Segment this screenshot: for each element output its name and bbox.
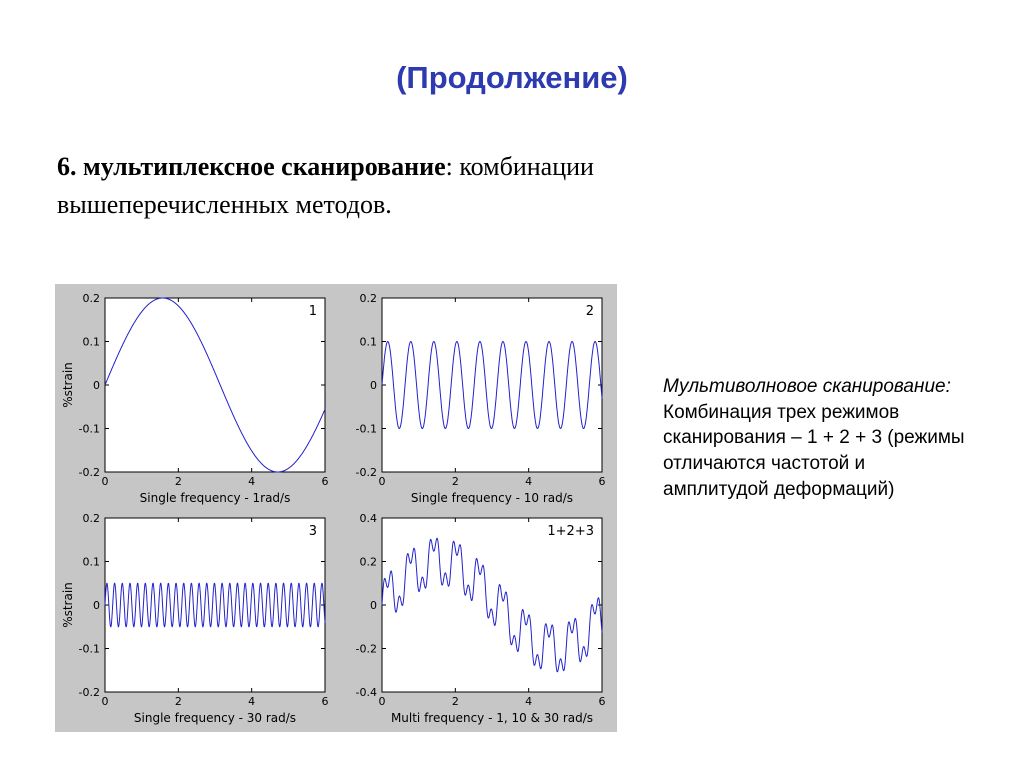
svg-text:0: 0 xyxy=(370,379,377,392)
svg-text:0.1: 0.1 xyxy=(360,336,378,349)
svg-text:-0.2: -0.2 xyxy=(356,643,377,656)
svg-text:0.2: 0.2 xyxy=(360,292,378,305)
svg-text:4: 4 xyxy=(248,695,255,708)
svg-text:0: 0 xyxy=(379,475,386,488)
svg-text:4: 4 xyxy=(248,475,255,488)
svg-text:0.2: 0.2 xyxy=(83,292,101,305)
svg-text:4: 4 xyxy=(525,475,532,488)
svg-text:Single frequency - 30 rad/s: Single frequency - 30 rad/s xyxy=(134,711,296,725)
svg-text:0: 0 xyxy=(93,379,100,392)
svg-text:2: 2 xyxy=(586,304,594,319)
svg-text:2: 2 xyxy=(175,695,182,708)
svg-text:0: 0 xyxy=(102,695,109,708)
svg-text:1+2+3: 1+2+3 xyxy=(547,524,594,539)
subplot-single-frequency-30: 0 2 4 6 -0.2 -0.1 0 0.1 0.2 3 Single frequency - 3… xyxy=(61,510,334,726)
svg-text:6: 6 xyxy=(322,695,329,708)
body-paragraph: 6. мультиплексное сканирование: комбинац… xyxy=(57,148,787,223)
annotation-block: Мультиволновое сканирование: Комбинация … xyxy=(663,374,975,502)
svg-text:-0.1: -0.1 xyxy=(79,643,100,656)
body-paragraph-rest: : комбинации вышеперечисленных методов. xyxy=(57,152,594,219)
svg-text:6: 6 xyxy=(599,695,606,708)
svg-text:Single frequency - 10 rad/s: Single frequency - 10 rad/s xyxy=(411,491,573,505)
svg-text:0.1: 0.1 xyxy=(83,556,101,569)
body-paragraph-bold: 6. мультиплексное сканирование xyxy=(57,152,446,181)
svg-text:0.4: 0.4 xyxy=(360,512,378,525)
svg-text:-0.2: -0.2 xyxy=(79,686,100,699)
subplot-single-frequency-1: 0 2 4 6 -0.2 -0.1 0 0.1 0.2 1 Single frequency - 1… xyxy=(61,290,334,506)
svg-text:-0.1: -0.1 xyxy=(356,423,377,436)
svg-text:-0.2: -0.2 xyxy=(79,466,100,479)
subplot-multi-frequency: 0 2 4 6 -0.4 -0.2 0 0.2 0.4 1+2+3 Multi frequency … xyxy=(338,510,611,726)
svg-text:0.1: 0.1 xyxy=(83,336,101,349)
svg-text:Single frequency - 1rad/s: Single frequency - 1rad/s xyxy=(140,491,291,505)
svg-text:6: 6 xyxy=(599,475,606,488)
svg-text:0: 0 xyxy=(379,695,386,708)
svg-text:Multi frequency - 1, 10 & 30 r: Multi frequency - 1, 10 & 30 rad/s xyxy=(391,711,593,725)
svg-text:1: 1 xyxy=(309,304,317,319)
svg-text:0.2: 0.2 xyxy=(360,556,378,569)
svg-text:-0.2: -0.2 xyxy=(356,466,377,479)
svg-text:2: 2 xyxy=(452,475,459,488)
svg-text:%strain: %strain xyxy=(61,582,75,628)
svg-text:-0.1: -0.1 xyxy=(79,423,100,436)
annotation-body: Комбинация трех режимов сканирования – 1… xyxy=(663,401,965,500)
svg-text:0: 0 xyxy=(93,599,100,612)
svg-text:3: 3 xyxy=(309,524,317,539)
matlab-figure-panel: 0 2 4 6 -0.2 -0.1 0 0.1 0.2 1 Single frequency - 1… xyxy=(55,284,617,732)
subplot-single-frequency-10: 0 2 4 6 -0.2 -0.1 0 0.1 0.2 2 Single frequency - 1… xyxy=(338,290,611,506)
slide-title: (Продолжение) xyxy=(396,60,628,95)
svg-text:2: 2 xyxy=(175,475,182,488)
svg-text:0.2: 0.2 xyxy=(83,512,101,525)
svg-text:4: 4 xyxy=(525,695,532,708)
svg-text:-0.4: -0.4 xyxy=(356,686,377,699)
svg-text:2: 2 xyxy=(452,695,459,708)
annotation-title: Мультиволновое сканирование: xyxy=(663,376,951,397)
svg-text:%strain: %strain xyxy=(61,362,75,408)
svg-text:6: 6 xyxy=(322,475,329,488)
svg-text:0: 0 xyxy=(102,475,109,488)
svg-text:0: 0 xyxy=(370,599,377,612)
